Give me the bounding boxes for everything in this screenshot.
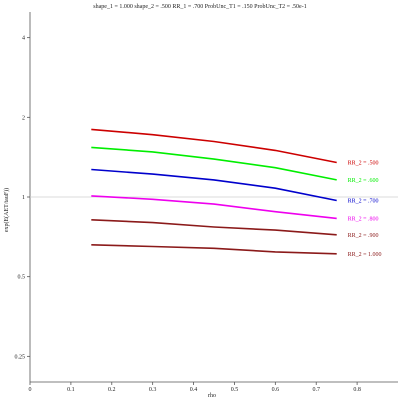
series-line (91, 146, 337, 181)
y-tick-label: 0.5 (18, 275, 26, 281)
x-tick-label: 0.8 (353, 387, 361, 393)
x-tick-label: 0.2 (108, 387, 116, 393)
y-tick-label: 1 (22, 195, 25, 201)
series-line (91, 168, 337, 202)
series-line (91, 195, 337, 220)
x-tick-label: 0.7 (312, 387, 320, 393)
x-tick-label: 0.6 (272, 387, 280, 393)
x-axis-label: rho (208, 393, 216, 399)
x-tick-label: 0.5 (231, 387, 239, 393)
y-axis-label: exp(E(AET/tauF)) (3, 188, 10, 232)
series-legend-label: RR_2 = 1.000 (348, 252, 382, 258)
x-tick-label: 0 (29, 387, 32, 393)
x-tick-label: 0.4 (190, 387, 198, 393)
series-line (91, 219, 337, 236)
series-legend-label: RR_2 = .900 (348, 233, 379, 239)
x-tick-label: 0.1 (67, 387, 75, 393)
series-legend-label: RR_2 = .700 (348, 199, 379, 205)
series-line (91, 128, 337, 164)
y-tick-label: 2 (22, 115, 25, 121)
chart-content: 0 0.1 0.2 0.3 0.4 0.5 0.6 0.7 0.8 0.25 0.5 1 2 4 RR_2 … (15, 12, 398, 393)
x-tick-label: 0.3 (149, 387, 157, 393)
series-line (91, 244, 337, 255)
chart-title: shape_1 = 1.000 shape_2 = .500 RR_1 = .7… (93, 4, 306, 10)
y-tick-label: 0.25 (15, 354, 26, 360)
series-legend-label: RR_2 = .800 (348, 216, 379, 222)
series-legend-label: RR_2 = .500 (348, 161, 379, 167)
series-legend-label: RR_2 = .600 (348, 178, 379, 184)
y-tick-label: 4 (22, 36, 25, 42)
